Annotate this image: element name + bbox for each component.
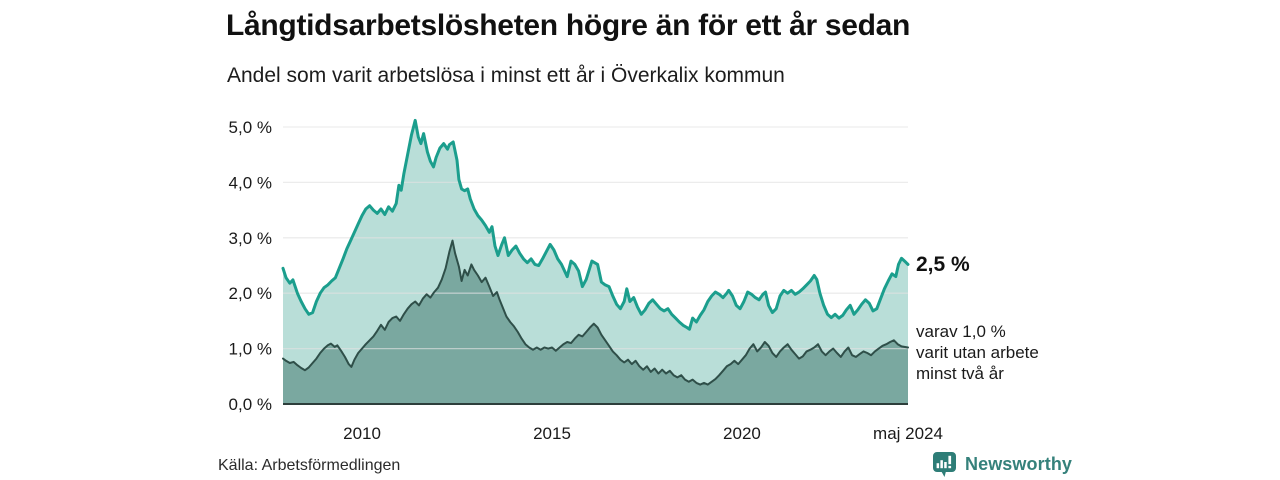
newsworthy-logo: Newsworthy <box>931 451 1072 478</box>
x-axis-label-3: maj 2024 <box>873 424 943 443</box>
x-axis-label-2: 2020 <box>723 424 761 443</box>
y-axis-label-3: 3,0 % <box>229 229 272 248</box>
series-area-1 <box>283 240 908 404</box>
newsworthy-bubble-barchart-icon <box>933 452 956 477</box>
latest-value-label: 2,5 % <box>916 253 970 276</box>
y-axis-label-4: 4,0 % <box>229 173 272 192</box>
series-line-0 <box>281 118 910 331</box>
x-axis-label-1: 2015 <box>533 424 571 443</box>
secondary-value-label: varav 1,0 % varit utan arbete minst två … <box>916 322 1039 383</box>
series-line-1 <box>282 239 909 386</box>
x-axis-label-0: 2010 <box>343 424 381 443</box>
y-axis-label-1: 1,0 % <box>229 340 272 359</box>
chart-subtitle: Andel som varit arbetslösa i minst ett å… <box>227 64 785 87</box>
chart-title: Långtidsarbetslösheten högre än för ett … <box>226 9 911 42</box>
y-axis-label-2: 2,0 % <box>229 284 272 303</box>
y-axis-label-5: 5,0 % <box>229 118 272 137</box>
source-label: Källa: Arbetsförmedlingen <box>218 457 401 474</box>
newsworthy-wordmark: Newsworthy <box>965 454 1073 474</box>
y-axis-label-0: 0,0 % <box>229 395 272 414</box>
